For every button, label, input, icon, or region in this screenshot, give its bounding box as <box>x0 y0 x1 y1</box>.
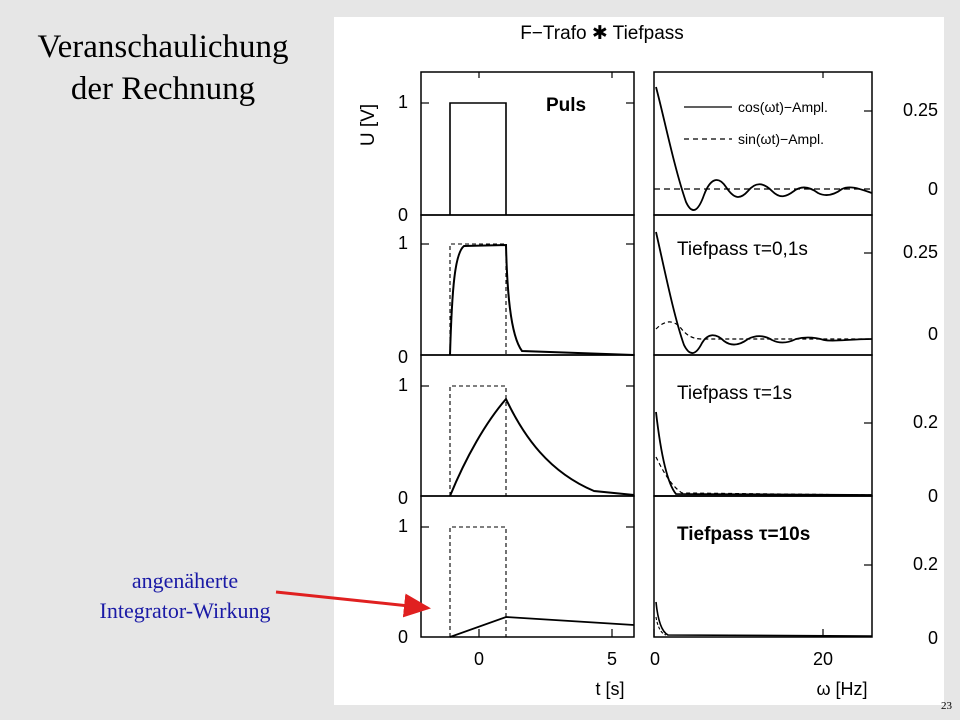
spectrum-cos-row4 <box>655 601 873 637</box>
spectrum-sin-row4 <box>655 616 667 636</box>
right-xtick-20: 20 <box>813 649 833 669</box>
right-ytick-row4-top: 0.2 <box>913 554 938 574</box>
figure-svg: F−Trafo ✱ Tiefpass U [V] 1 0 1 0 1 0 1 0 <box>358 23 938 699</box>
lowpass-response-row2 <box>449 243 635 356</box>
left-ytick-row2-bottom: 0 <box>398 347 408 367</box>
row-label-puls: Puls <box>546 95 586 116</box>
pulse-row1 <box>449 102 507 215</box>
pulse-dashed-row3 <box>449 385 507 496</box>
right-x-axis-label: ω [Hz] <box>816 679 867 699</box>
page-number: 23 <box>941 700 952 712</box>
left-frame-row-4 <box>420 495 635 638</box>
right-ytick-row3-top: 0.2 <box>913 412 938 432</box>
lowpass-response-row4 <box>449 616 635 638</box>
spectrum-cos-row3 <box>655 411 873 496</box>
right-ytick-row4-bottom: 0 <box>928 628 938 648</box>
right-frame-row-4 <box>653 495 873 638</box>
annotation-line-1: angenäherte <box>131 568 239 593</box>
right-ytick-row2-bottom: 0 <box>928 324 938 344</box>
left-x-axis-label: t [s] <box>595 679 624 699</box>
left-ytick-row2-top: 1 <box>398 233 408 253</box>
spectrum-sin-row3 <box>655 456 873 496</box>
right-ytick-row2-top: 0.25 <box>903 242 938 262</box>
legend-cos-label: cos(ωt)−Ampl. <box>738 99 828 115</box>
pulse-dashed-row4 <box>449 526 507 637</box>
left-ytick-row1-top: 1 <box>398 92 408 112</box>
figure-panel: F−Trafo ✱ Tiefpass U [V] 1 0 1 0 1 0 1 0 <box>334 17 944 705</box>
slide-title: Veranschaulichung der Rechnung <box>8 26 318 110</box>
figure-title: F−Trafo ✱ Tiefpass <box>520 23 684 44</box>
row-label-tau-10: Tiefpass τ=10s <box>677 524 810 545</box>
right-xtick-0: 0 <box>650 649 660 669</box>
left-ytick-row3-bottom: 0 <box>398 488 408 508</box>
left-ytick-row3-top: 1 <box>398 375 408 395</box>
right-ytick-row1-bottom: 0 <box>928 179 938 199</box>
left-ytick-row4-bottom: 0 <box>398 627 408 647</box>
spectrum-cos-row1 <box>655 86 873 211</box>
left-xtick-5: 5 <box>607 649 617 669</box>
left-frame-row-1 <box>420 71 635 216</box>
spectrum-sin-row2 <box>655 321 872 340</box>
legend: cos(ωt)−Ampl. sin(ωt)−Ampl. <box>684 99 828 147</box>
left-xtick-0: 0 <box>474 649 484 669</box>
right-frame-row-3 <box>653 354 873 497</box>
lowpass-response-row3 <box>449 397 635 497</box>
slide-title-line-1: Veranschaulichung <box>37 29 289 65</box>
legend-sin-label: sin(ωt)−Ampl. <box>738 131 824 147</box>
row-label-tau-1: Tiefpass τ=1s <box>677 383 792 404</box>
slide-title-line-2: der Rechnung <box>70 71 256 107</box>
right-ytick-row1-top: 0.25 <box>903 100 938 120</box>
right-ytick-row3-bottom: 0 <box>928 486 938 506</box>
left-ytick-row4-top: 1 <box>398 516 408 536</box>
row-label-tau-0-1: Tiefpass τ=0,1s <box>677 239 808 260</box>
left-frame-row-3 <box>420 354 635 497</box>
left-y-axis-label: U [V] <box>358 104 379 146</box>
annotation-text: angenäherte Integrator-Wirkung <box>40 566 330 626</box>
annotation-line-2: Integrator-Wirkung <box>99 598 271 623</box>
spectrum-cos-row2 <box>655 231 873 354</box>
left-ytick-row1-bottom: 0 <box>398 205 408 225</box>
pulse-dashed-row2 <box>449 243 507 355</box>
